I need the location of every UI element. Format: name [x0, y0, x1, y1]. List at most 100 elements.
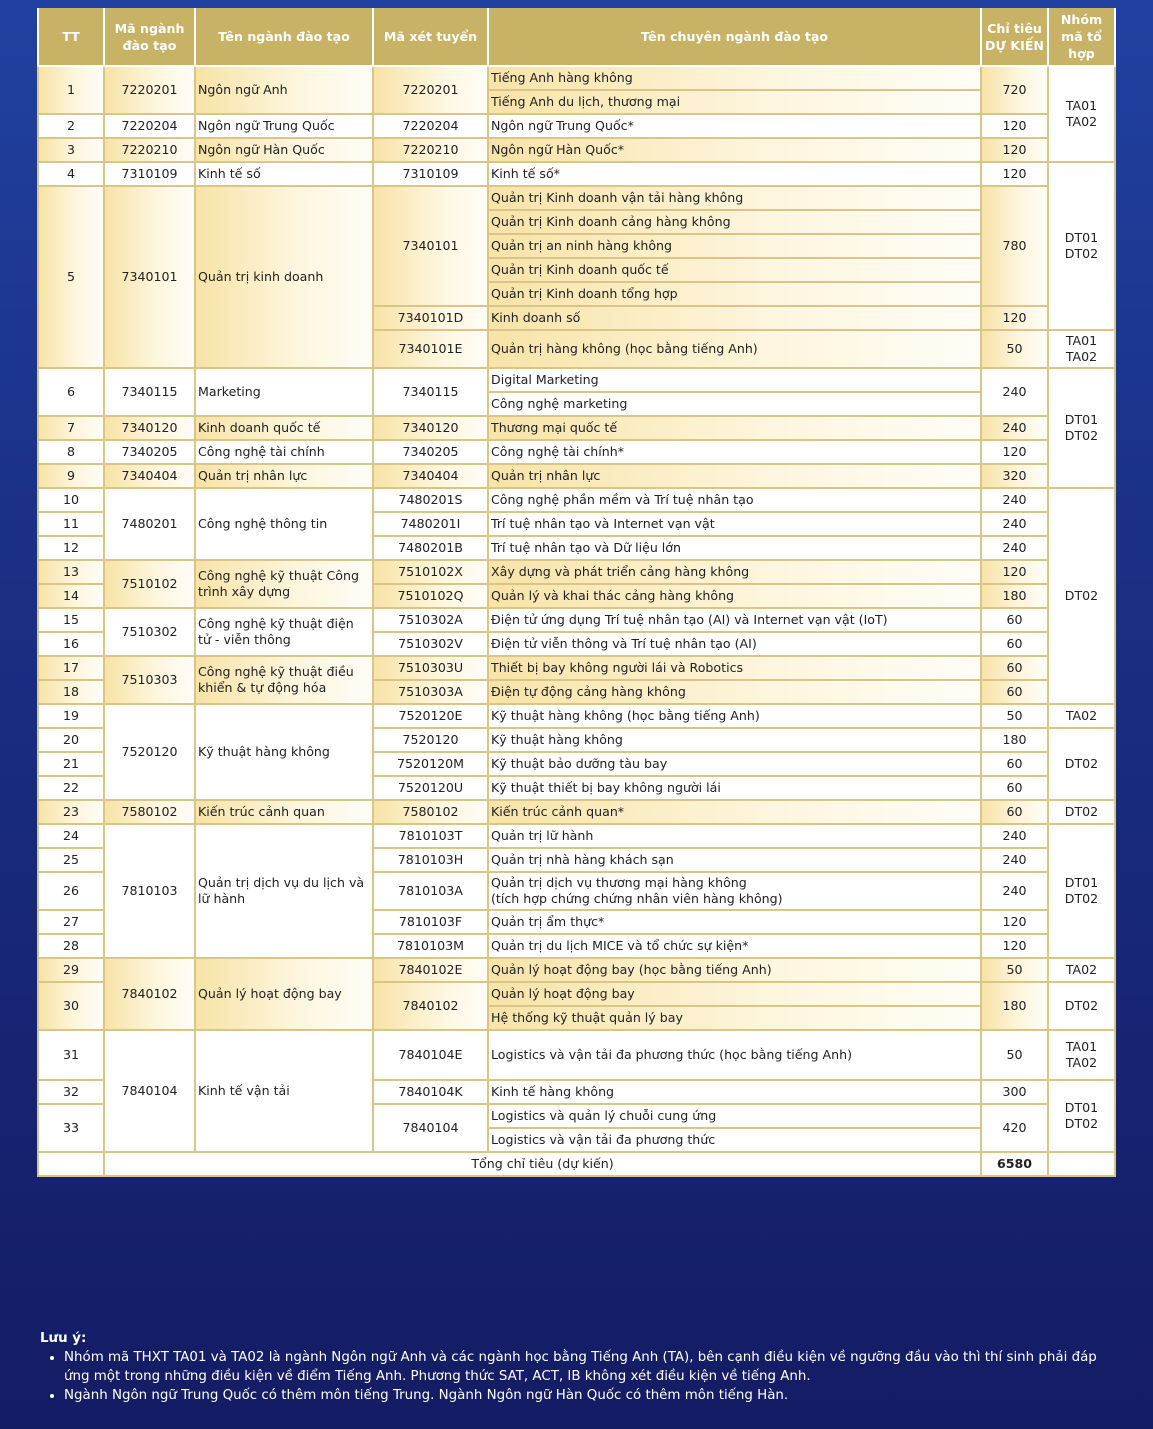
cell-chuyen-nganh: Quản trị ẩm thực* — [487, 909, 982, 935]
cell-chuyen-nganh: Digital Marketing — [487, 367, 982, 393]
cell-ma-xet-tuyen: 7480201S — [372, 487, 489, 513]
cell-chi-tieu: 180 — [980, 727, 1049, 753]
cell-ma-xet-tuyen: 7810103F — [372, 909, 489, 935]
table-row: 11 7480201I Trí tuệ nhân tạo và Internet v… — [37, 511, 1115, 537]
total-row: Tổng chỉ tiêu (dự kiến) 6580 — [37, 1151, 1116, 1177]
cell-ten-nganh: Công nghệ kỹ thuật Công trình xây dựng — [194, 559, 374, 609]
table-row: 7340101E Quản trị hàng không (học bằng ti… — [38, 329, 1116, 369]
cell-ten-nganh: Ngôn ngữ Trung Quốc — [194, 113, 374, 139]
header-ten-nganh: Tên ngành đào tạo — [194, 8, 374, 67]
cell-ma-xet-tuyen: 7480201B — [372, 535, 489, 561]
cell-chuyen-nganh: Thiết bị bay không người lái và Robotics — [487, 655, 982, 681]
cell-ma-nganh: 7580102 — [103, 799, 196, 825]
cell-ma-nganh: 7340115 — [103, 367, 196, 417]
cell-chi-tieu: 240 — [980, 415, 1049, 441]
cell-chuyen-nganh: Trí tuệ nhân tạo và Internet vạn vật — [487, 511, 982, 537]
cell-chi-tieu: 180 — [980, 981, 1049, 1031]
cell-tt: 10 — [37, 487, 105, 513]
cell-chuyen-nganh: Quản trị nhà hàng khách sạn — [487, 847, 982, 873]
cell-chuyen-nganh: Ngôn ngữ Trung Quốc* — [487, 113, 982, 139]
cell-ten-nganh: Công nghệ tài chính — [194, 439, 374, 465]
header-ten-chuyen-nganh: Tên chuyên ngành đào tạo — [487, 8, 982, 67]
cell-nhom: DT01 DT02 — [1047, 367, 1116, 489]
table-row: 33 7840104 Logistics và quản lý chuỗi cung… — [37, 1103, 1115, 1153]
cell-ma-xet-tuyen: 7340205 — [372, 439, 489, 465]
table-row: 27 7810103F Quản trị ẩm thực* 120 — [37, 909, 1115, 935]
cell-ma-xet-tuyen: 7340101E — [372, 329, 489, 369]
cell-nhom: DT01 DT02 — [1047, 161, 1116, 331]
cell-ten-nganh: Kiến trúc cảnh quan — [194, 799, 374, 825]
cell-ten-nganh: Kinh tế vận tải — [194, 1029, 374, 1153]
cell-ma-xet-tuyen: 7520120E — [372, 703, 489, 729]
cell-nhom: TA01 TA02 — [1047, 329, 1116, 369]
cell-nhom: DT02 — [1047, 799, 1116, 825]
cell-tt: 29 — [37, 957, 105, 983]
total-value: 6580 — [980, 1151, 1049, 1177]
cell-tt: 26 — [37, 871, 105, 911]
cell-tt: 8 — [37, 439, 105, 465]
table-row: 18 7510303A Điện tự động cảng hàng không 60 — [37, 679, 1115, 705]
cell-tt: 31 — [37, 1029, 105, 1081]
cell-chuyen-nganh: Kỹ thuật hàng không — [487, 727, 982, 753]
cell-nhom: TA01 TA02 — [1047, 65, 1116, 163]
cell-chuyen-nganh: Quản lý hoạt động bay (học bằng tiếng An… — [487, 957, 982, 983]
cell-tt: 19 — [37, 703, 105, 729]
cell-ten-nganh: Kỹ thuật hàng không — [194, 703, 374, 801]
table-row: 13 7510102 Công nghệ kỹ thuật Công trình x… — [37, 559, 1115, 609]
cell-chuyen-nganh: Quản trị du lịch MICE và tổ chức sự kiện… — [487, 933, 982, 959]
cell-ma-xet-tuyen: 7310109 — [372, 161, 489, 187]
cell-ma-xet-tuyen: 7840104K — [372, 1079, 489, 1105]
cell-ma-xet-tuyen: 7580102 — [372, 799, 489, 825]
cell-chuyen-nganh: Tiếng Anh hàng không — [487, 65, 982, 91]
table-row: 4 7310109 Kinh tế số 7310109 Kinh tế số* 120 D… — [37, 161, 1116, 331]
cell-tt: 33 — [37, 1103, 105, 1153]
table-row: 22 7520120U Kỹ thuật thiết bị bay không ng… — [37, 775, 1115, 801]
table-row: 7 7340120 Kinh doanh quốc tế 7340120 Thương … — [37, 415, 1115, 441]
cell-chuyen-nganh: Kinh doanh số — [487, 305, 982, 331]
cell-ma-xet-tuyen: 7220210 — [372, 137, 489, 163]
table-row: 3 7220210 Ngôn ngữ Hàn Quốc 7220210 Ngôn ngữ… — [37, 137, 1115, 163]
cell-ma-xet-tuyen: 7810103A — [372, 871, 489, 911]
cell-ma-xet-tuyen: 7840102 — [372, 981, 489, 1031]
cell-ma-xet-tuyen: 7340404 — [372, 463, 489, 489]
cell-chuyen-nganh: Quản trị Kinh doanh tổng hợp — [487, 281, 982, 307]
cell-chi-tieu: 60 — [980, 631, 1049, 657]
cell-ma-nganh: 7220204 — [103, 113, 196, 139]
cell-tt: 4 — [37, 161, 105, 187]
cell-tt: 1 — [37, 65, 105, 115]
cell-chi-tieu: 120 — [980, 137, 1049, 163]
cell-chi-tieu: 120 — [980, 161, 1049, 187]
cell-tt: 7 — [37, 415, 105, 441]
table-row: 17 7510303 Công nghệ kỹ thuật điều khiển &… — [37, 655, 1115, 705]
cell-ma-xet-tuyen: 7510302V — [372, 631, 489, 657]
table-row: Quản trị Kinh doanh quốc tế — [38, 257, 1115, 283]
cell-chuyen-nganh: Xây dựng và phát triển cảng hàng không — [487, 559, 982, 585]
cell-chi-tieu: 50 — [980, 329, 1049, 369]
cell-nhom: DT01 DT02 — [1047, 1079, 1116, 1153]
table-row: 8 7340205 Công nghệ tài chính 7340205 Công n… — [37, 439, 1115, 465]
cell-ma-xet-tuyen: 7810103T — [372, 823, 489, 849]
cell-tt: 13 — [37, 559, 105, 585]
cell-chi-tieu: 120 — [980, 933, 1049, 959]
cell-chuyen-nganh: Công nghệ tài chính* — [487, 439, 982, 465]
notes-list: Nhóm mã THXT TA01 và TA02 là ngành Ngôn … — [40, 1348, 1120, 1405]
header-ma-xet-tuyen: Mã xét tuyển — [372, 8, 489, 67]
cell-chuyen-nganh: Tiếng Anh du lịch, thương mại — [487, 89, 982, 115]
cell-ma-xet-tuyen: 7810103M — [372, 933, 489, 959]
cell-ma-xet-tuyen: 7510102X — [372, 559, 489, 585]
cell-ma-nganh: 7340101 — [103, 185, 196, 369]
cell-ma-xet-tuyen: 7340115 — [372, 367, 489, 417]
cell-ma-nganh: 7340205 — [103, 439, 196, 465]
cell-ma-nganh: 7840102 — [103, 957, 196, 1031]
note-item: Nhóm mã THXT TA01 và TA02 là ngành Ngôn … — [64, 1348, 1120, 1386]
cell-chi-tieu: 240 — [980, 367, 1049, 417]
cell-chuyen-nganh: Điện tử viễn thông và Trí tuệ nhân tạo (… — [487, 631, 982, 657]
cell-chuyen-nganh: Điện tự động cảng hàng không — [487, 679, 982, 705]
cell-ma-nganh: 7520120 — [103, 703, 196, 801]
cell-nhom: TA02 — [1047, 703, 1116, 729]
cell-chi-tieu: 60 — [980, 679, 1049, 705]
table-row: 23 7580102 Kiến trúc cảnh quan 7580102 Kiến … — [37, 799, 1116, 825]
cell-chi-tieu: 120 — [980, 305, 1049, 331]
table-row: 2 7220204 Ngôn ngữ Trung Quốc 7220204 Ngôn n… — [37, 113, 1115, 139]
table-row: 12 7480201B Trí tuệ nhân tạo và Dữ liệu lớ… — [37, 535, 1115, 561]
